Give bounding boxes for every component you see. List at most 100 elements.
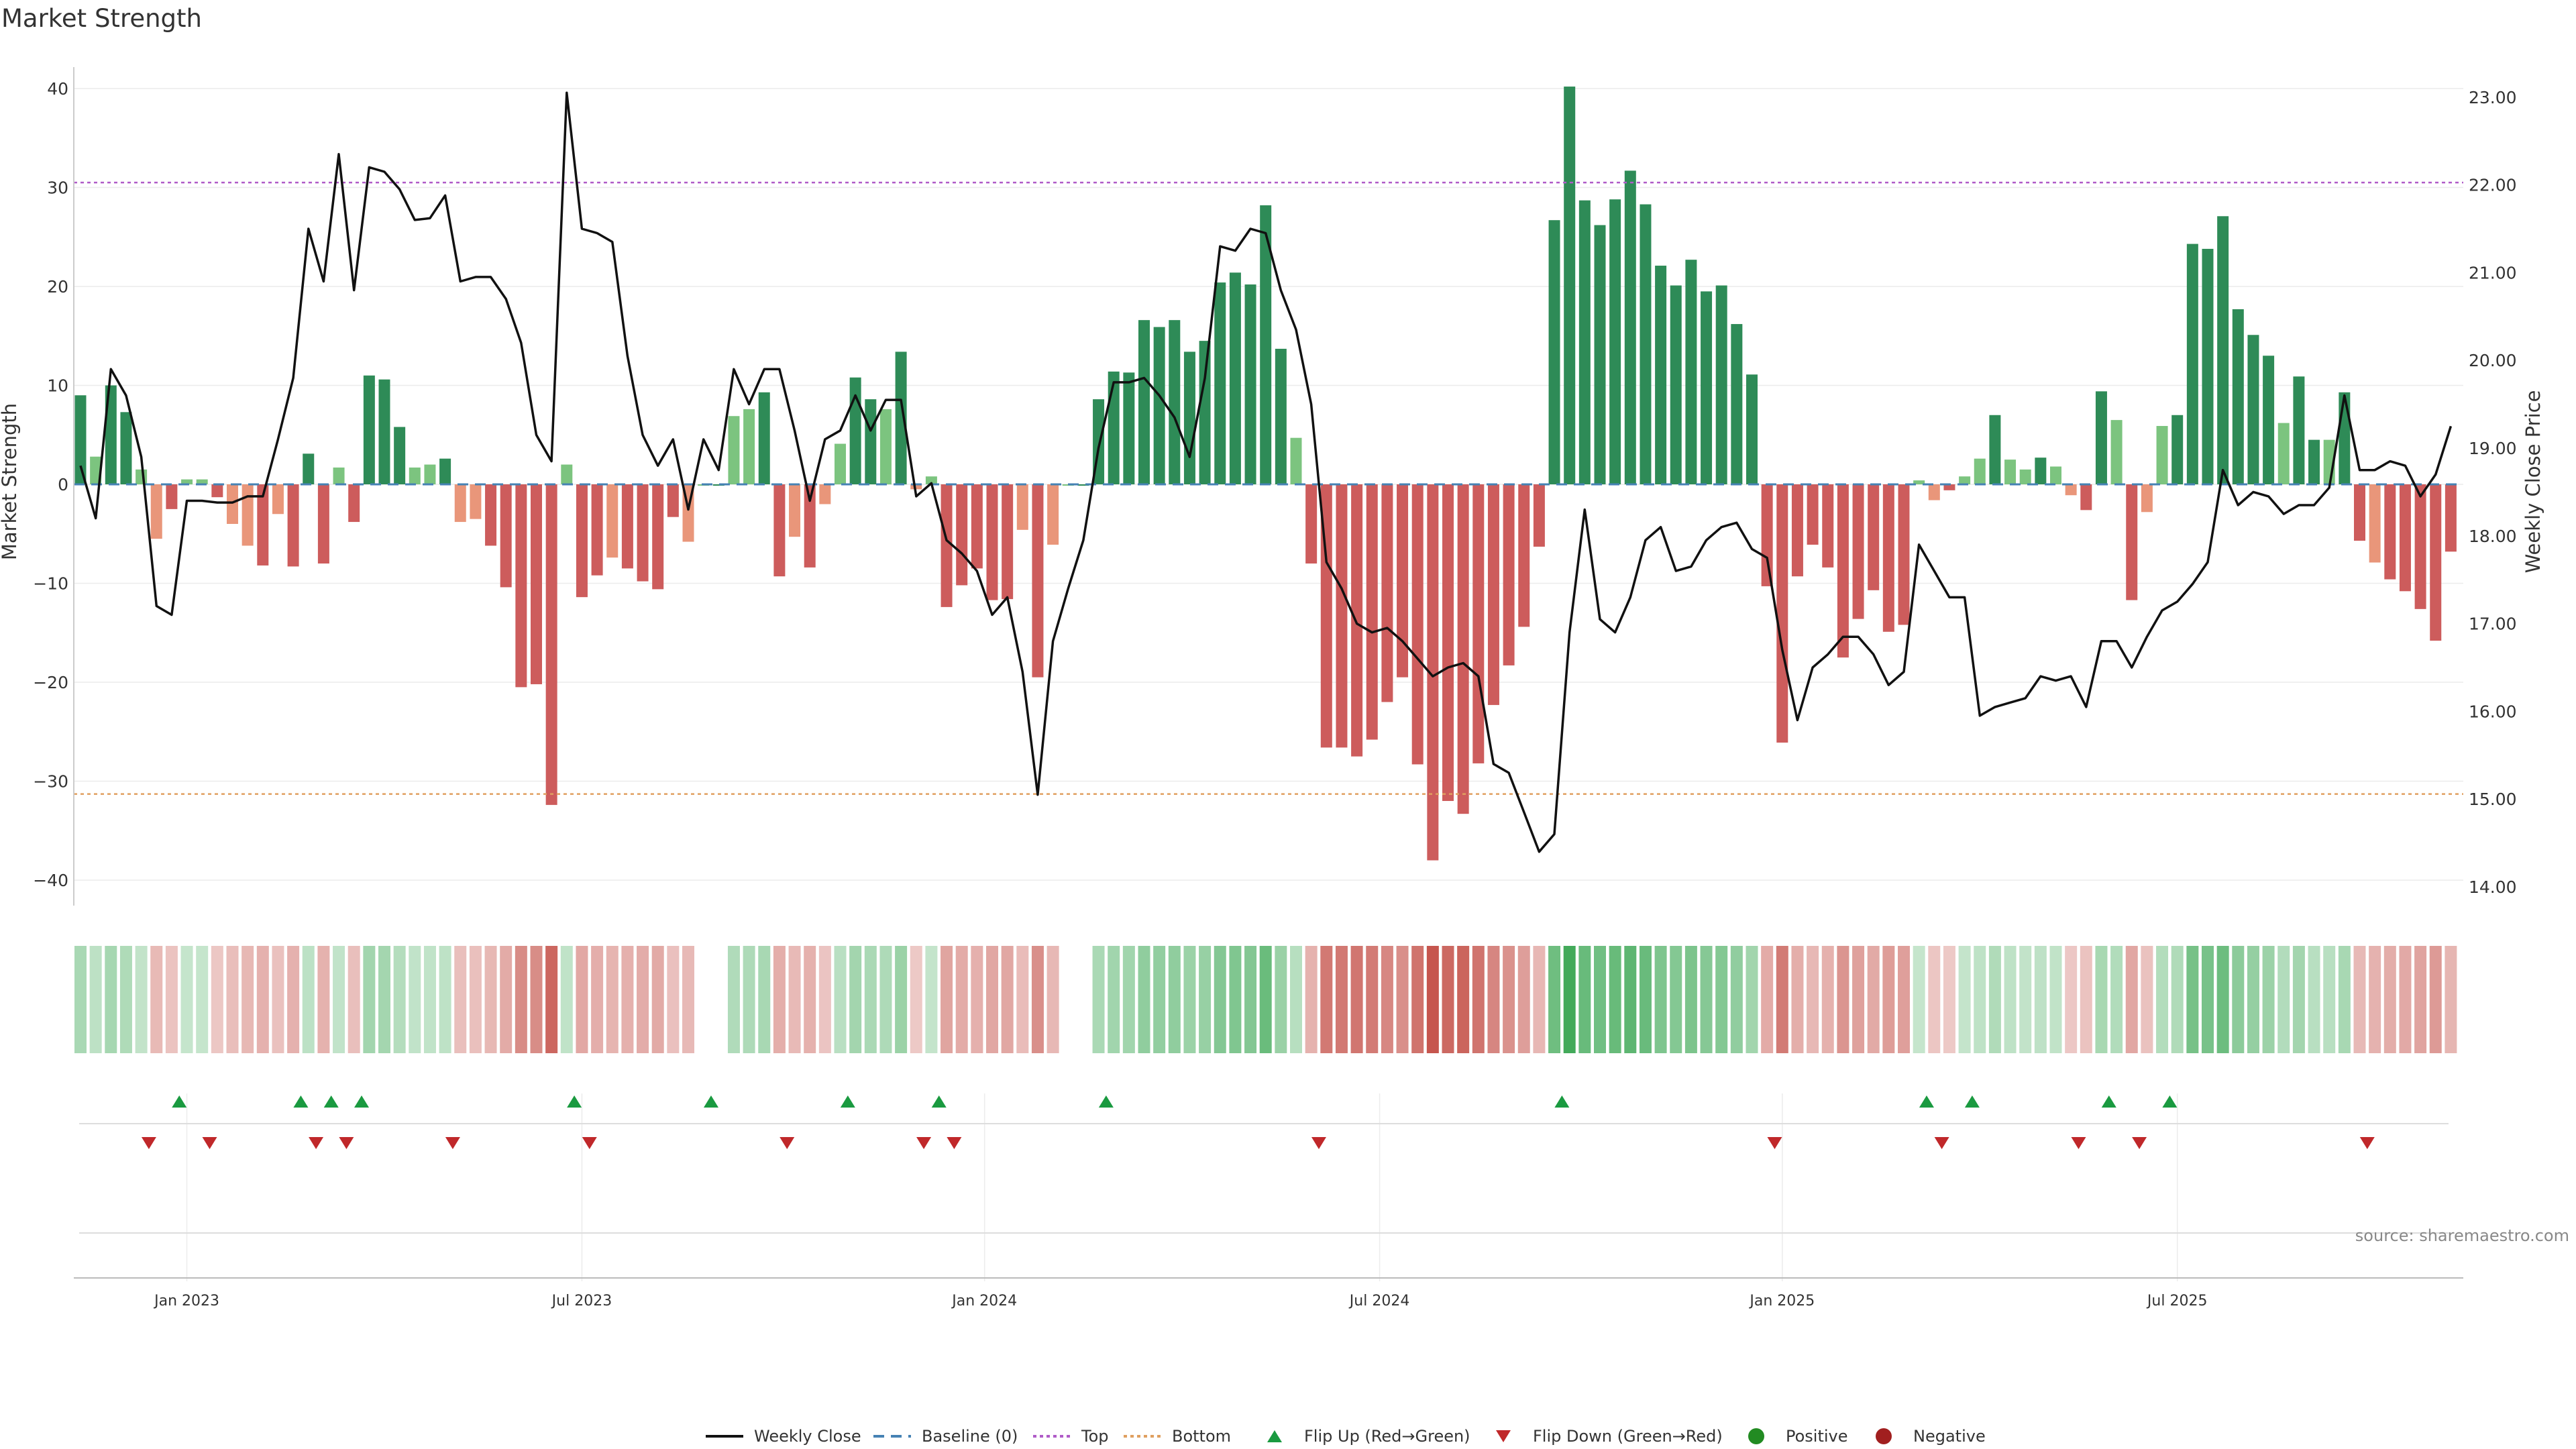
strength-bar xyxy=(241,484,254,546)
heat-cell xyxy=(1305,946,1318,1053)
strength-bar xyxy=(287,484,299,567)
flip-down-marker xyxy=(1311,1137,1326,1149)
heat-cell xyxy=(454,946,467,1053)
strength-bar xyxy=(879,409,892,484)
strength-bar xyxy=(2232,309,2244,484)
heat-cell xyxy=(2277,946,2290,1053)
flip-down-marker xyxy=(1934,1137,1949,1149)
heat-cell xyxy=(74,946,87,1053)
heat-cell xyxy=(1624,946,1637,1053)
strength-bar xyxy=(1943,484,1955,490)
strength-bar xyxy=(545,484,557,805)
heat-cell xyxy=(256,946,269,1053)
heat-cell xyxy=(1275,946,1287,1053)
strength-bar xyxy=(2277,423,2290,484)
strength-bar xyxy=(1609,199,1621,484)
strength-bar xyxy=(1320,484,1332,748)
flip-up-marker xyxy=(2101,1095,2116,1108)
heat-cell xyxy=(1974,946,1986,1053)
strength-bar xyxy=(257,484,269,566)
strength-bar xyxy=(1016,484,1028,530)
strength-bar xyxy=(181,479,193,484)
flip-up-marker xyxy=(323,1095,339,1108)
strength-bar xyxy=(849,377,861,484)
strength-bar xyxy=(1199,341,1211,484)
heat-cell xyxy=(1001,946,1014,1053)
heat-cell xyxy=(1168,946,1181,1053)
heat-cell xyxy=(1867,946,1880,1053)
axes: 40 30 20 10 0 −10 −20 −30 −40 23.00 22.00 21.00 20.0… xyxy=(33,67,2517,1309)
heat-cell xyxy=(2429,946,2442,1053)
strength-bar xyxy=(1776,484,1788,743)
heat-cell xyxy=(955,946,968,1053)
heat-cell xyxy=(1138,946,1150,1053)
strength-bar xyxy=(789,484,801,537)
strength-bar xyxy=(1336,484,1348,748)
chart-title: Market Strength xyxy=(1,4,202,33)
heat-cell xyxy=(500,946,513,1053)
heat-cell xyxy=(1411,946,1424,1053)
legend-label: Weekly Close xyxy=(754,1427,861,1446)
heat-cell xyxy=(879,946,892,1053)
strength-bars xyxy=(74,87,2457,861)
heat-cell xyxy=(1913,946,1925,1053)
y-tick-label-right: 14.00 xyxy=(2469,877,2517,897)
heat-cell xyxy=(925,946,938,1053)
heat-cell xyxy=(1381,946,1393,1053)
strength-bar xyxy=(2126,484,2138,600)
heat-cell xyxy=(1594,946,1606,1053)
heat-cell xyxy=(2034,946,2047,1053)
strength-bar xyxy=(90,456,102,484)
heat-cell xyxy=(606,946,619,1053)
strength-bar xyxy=(166,484,178,509)
strength-bar xyxy=(348,484,360,523)
y-tick-label-left: 30 xyxy=(47,178,68,198)
strength-bar xyxy=(120,412,132,484)
strength-bar xyxy=(865,399,877,484)
strength-bar xyxy=(2263,356,2275,484)
heat-cell xyxy=(1229,946,1242,1053)
heat-cell xyxy=(1670,946,1682,1053)
heat-cell xyxy=(560,946,573,1053)
heat-cell xyxy=(1031,946,1044,1053)
legend-swatch xyxy=(1876,1428,1892,1444)
heat-cell xyxy=(1700,946,1713,1053)
heat-cell xyxy=(1016,946,1029,1053)
strength-bar xyxy=(272,484,284,515)
heat-cell xyxy=(1776,946,1788,1053)
strength-bar xyxy=(303,453,315,484)
heat-cell xyxy=(1259,946,1272,1053)
heat-cell xyxy=(2369,946,2381,1053)
heat-cell xyxy=(2095,946,2108,1053)
heat-cell xyxy=(180,946,193,1053)
strength-bar xyxy=(2065,484,2077,496)
strength-bar xyxy=(561,464,573,484)
strength-bar xyxy=(1594,225,1606,484)
heat-cell xyxy=(135,946,148,1053)
heat-cell xyxy=(849,946,862,1053)
strength-bar xyxy=(1959,476,1971,484)
strength-bar xyxy=(1578,200,1591,484)
flip-down-marker xyxy=(780,1137,795,1149)
heat-cell xyxy=(1517,946,1530,1053)
heat-cell xyxy=(1898,946,1910,1053)
heat-cell xyxy=(2414,946,2427,1053)
heat-cell xyxy=(1928,946,1941,1053)
heat-cell xyxy=(1108,946,1120,1053)
heat-cell xyxy=(758,946,771,1053)
heat-cell xyxy=(89,946,102,1053)
heat-cell xyxy=(2019,946,2032,1053)
strength-bar xyxy=(1077,484,1089,486)
heat-cell xyxy=(651,946,664,1053)
heat-cell xyxy=(530,946,543,1053)
heat-cell xyxy=(1046,946,1059,1053)
y-tick-label-left: −20 xyxy=(33,673,68,692)
strength-bar xyxy=(1670,285,1682,484)
strength-bar xyxy=(317,484,329,564)
x-tick-label: Jul 2025 xyxy=(2146,1293,2208,1309)
strength-bar xyxy=(2035,458,2047,484)
flip-up-marker xyxy=(293,1095,309,1108)
heat-cell xyxy=(1563,946,1576,1053)
heat-cell xyxy=(637,946,649,1053)
strength-bar xyxy=(1290,437,1302,484)
